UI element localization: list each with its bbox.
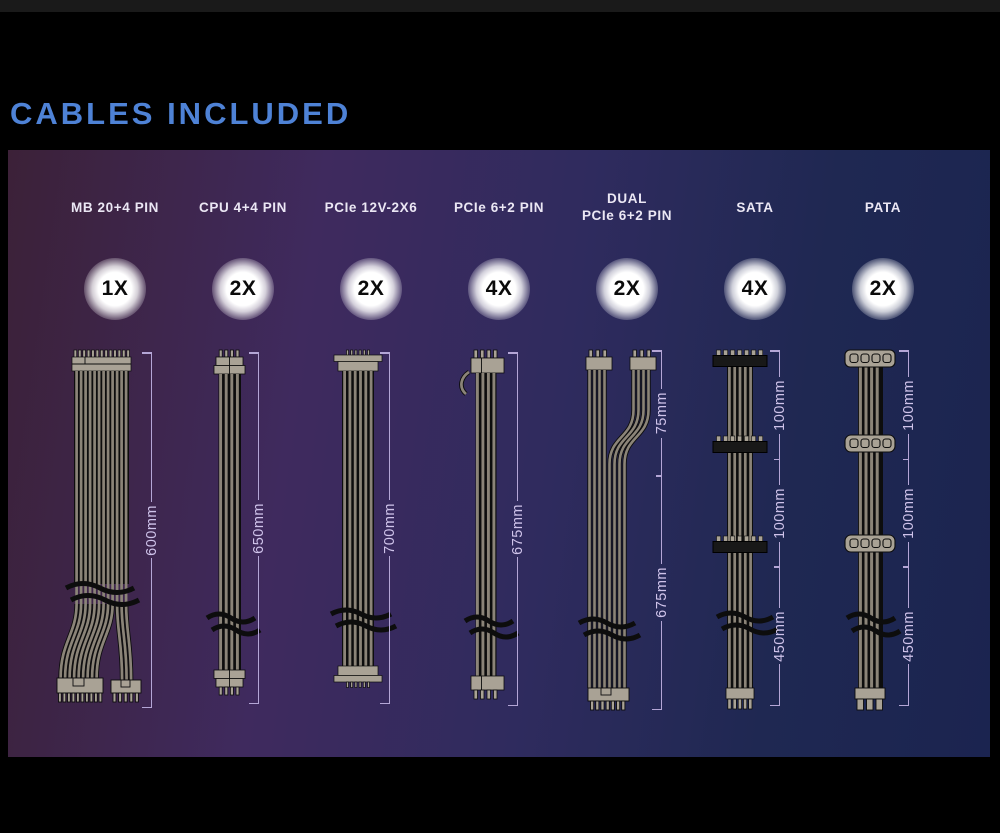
- measure-bracket: 700mm: [380, 352, 398, 704]
- bracket-cap: [899, 350, 909, 352]
- bracket-cap: [249, 702, 259, 704]
- cable-illustration-area: 75mm 675mm: [563, 336, 691, 757]
- cable-illustration-area: 675mm: [435, 336, 563, 757]
- bracket-tick: [903, 566, 909, 568]
- sata-cable-art: [712, 349, 780, 710]
- measurement-label: 75mm: [654, 392, 670, 435]
- cable-column-pcie-6-2: PCIe 6+2 PIN 4X: [435, 150, 563, 757]
- cable-column-pcie-12v-2x6: PCIe 12V-2X6 2X: [307, 150, 435, 757]
- quantity-badge: 2X: [340, 258, 402, 320]
- measurement-label: 100mm: [772, 379, 788, 431]
- measurement-label: 650mm: [251, 502, 267, 554]
- measure-bracket: 75mm 675mm: [652, 350, 670, 710]
- cable-illustration-area: 100mm 100mm 450mm: [819, 336, 947, 757]
- cable-illustration-area: 600mm: [51, 336, 179, 757]
- measurement-label: 700mm: [382, 502, 398, 554]
- bracket-tick: [903, 458, 909, 461]
- bracket-cap: [652, 708, 662, 710]
- quantity-badge-glow: 2X: [852, 258, 914, 320]
- measure-bracket: 675mm: [508, 352, 526, 706]
- cable-illustration-area: 100mm 100mm 450mm: [691, 336, 819, 757]
- bracket-tick: [656, 475, 662, 477]
- bracket-tick: [774, 566, 780, 568]
- bracket-cap: [652, 350, 662, 352]
- pcie-12v2x6-cable-art: [329, 349, 398, 688]
- cable-label: PATA: [864, 199, 902, 215]
- bracket-cap: [380, 702, 390, 704]
- cable-label: DUAL PCIe 6+2 PIN: [582, 186, 672, 230]
- bracket-cap: [770, 350, 780, 352]
- top-border-strip: [0, 0, 1000, 12]
- page-title: CABLES INCLUDED: [10, 96, 352, 131]
- dual-pcie-cable-art: [577, 349, 657, 711]
- quantity-badge: 2X: [212, 258, 274, 320]
- quantity-badge: 4X: [724, 258, 786, 320]
- measurement-label: 450mm: [901, 610, 917, 662]
- cable-label-line1: DUAL: [607, 191, 647, 207]
- measure-bracket: 100mm 100mm 450mm: [899, 350, 917, 707]
- bracket-tick: [774, 458, 780, 461]
- quantity-badge: 1X: [84, 258, 146, 320]
- measurement-label: 600mm: [144, 504, 160, 556]
- bracket-cap: [380, 352, 390, 354]
- cpu-cable-art: [205, 349, 262, 696]
- cable-column-dual-pcie-6-2: DUAL PCIe 6+2 PIN 2X: [563, 150, 691, 757]
- quantity-badge-glow: 2X: [596, 258, 658, 320]
- bracket-cap: [508, 704, 518, 706]
- cable-label: MB 20+4 PIN: [70, 199, 159, 215]
- pcie-6-2-cable-art: [459, 349, 520, 700]
- cable-label-line2: PCIe 6+2 PIN: [581, 208, 673, 223]
- cable-column-sata: SATA 4X: [691, 150, 819, 757]
- cable-illustration-area: 650mm: [179, 336, 307, 757]
- bracket-cap: [508, 352, 518, 354]
- cable-label: PCIe 6+2 PIN: [453, 199, 545, 215]
- measurement-label: 675mm: [654, 567, 670, 619]
- cable-column-pata: PATA 2X: [819, 150, 947, 757]
- cable-label: CPU 4+4 PIN: [198, 199, 287, 215]
- measurement-label: 100mm: [901, 487, 917, 539]
- measure-bracket: 650mm: [249, 352, 267, 704]
- quantity-badge-glow: 2X: [212, 258, 274, 320]
- cable-label: SATA: [736, 199, 774, 215]
- cable-column-mb-20-4: MB 20+4 PIN 1X: [51, 150, 179, 757]
- bracket-cap: [899, 704, 909, 707]
- cable-illustration-area: 700mm: [307, 336, 435, 757]
- measurement-label: 100mm: [901, 379, 917, 431]
- measurement-label: 100mm: [772, 487, 788, 539]
- measure-bracket: 100mm 100mm 450mm: [770, 350, 788, 707]
- bracket-cap: [142, 706, 152, 708]
- mb-cable-art: [56, 349, 142, 703]
- cables-panel: MB 20+4 PIN 1X: [8, 150, 990, 757]
- cable-label: PCIe 12V-2X6: [324, 199, 418, 215]
- measurement-label: 675mm: [510, 503, 526, 555]
- measure-bracket: 600mm: [142, 352, 160, 708]
- quantity-badge-glow: 1X: [84, 258, 146, 320]
- bracket-cap: [249, 352, 259, 354]
- measurement-label: 450mm: [772, 610, 788, 662]
- bracket-cap: [142, 352, 152, 354]
- quantity-badge-glow: 4X: [724, 258, 786, 320]
- quantity-badge: 2X: [596, 258, 658, 320]
- quantity-badge: 2X: [852, 258, 914, 320]
- quantity-badge-glow: 4X: [468, 258, 530, 320]
- bracket-cap: [770, 704, 780, 707]
- quantity-badge: 4X: [468, 258, 530, 320]
- pata-cable-art: [844, 349, 902, 711]
- quantity-badge-glow: 2X: [340, 258, 402, 320]
- cable-column-cpu-4-4: CPU 4+4 PIN 2X: [179, 150, 307, 757]
